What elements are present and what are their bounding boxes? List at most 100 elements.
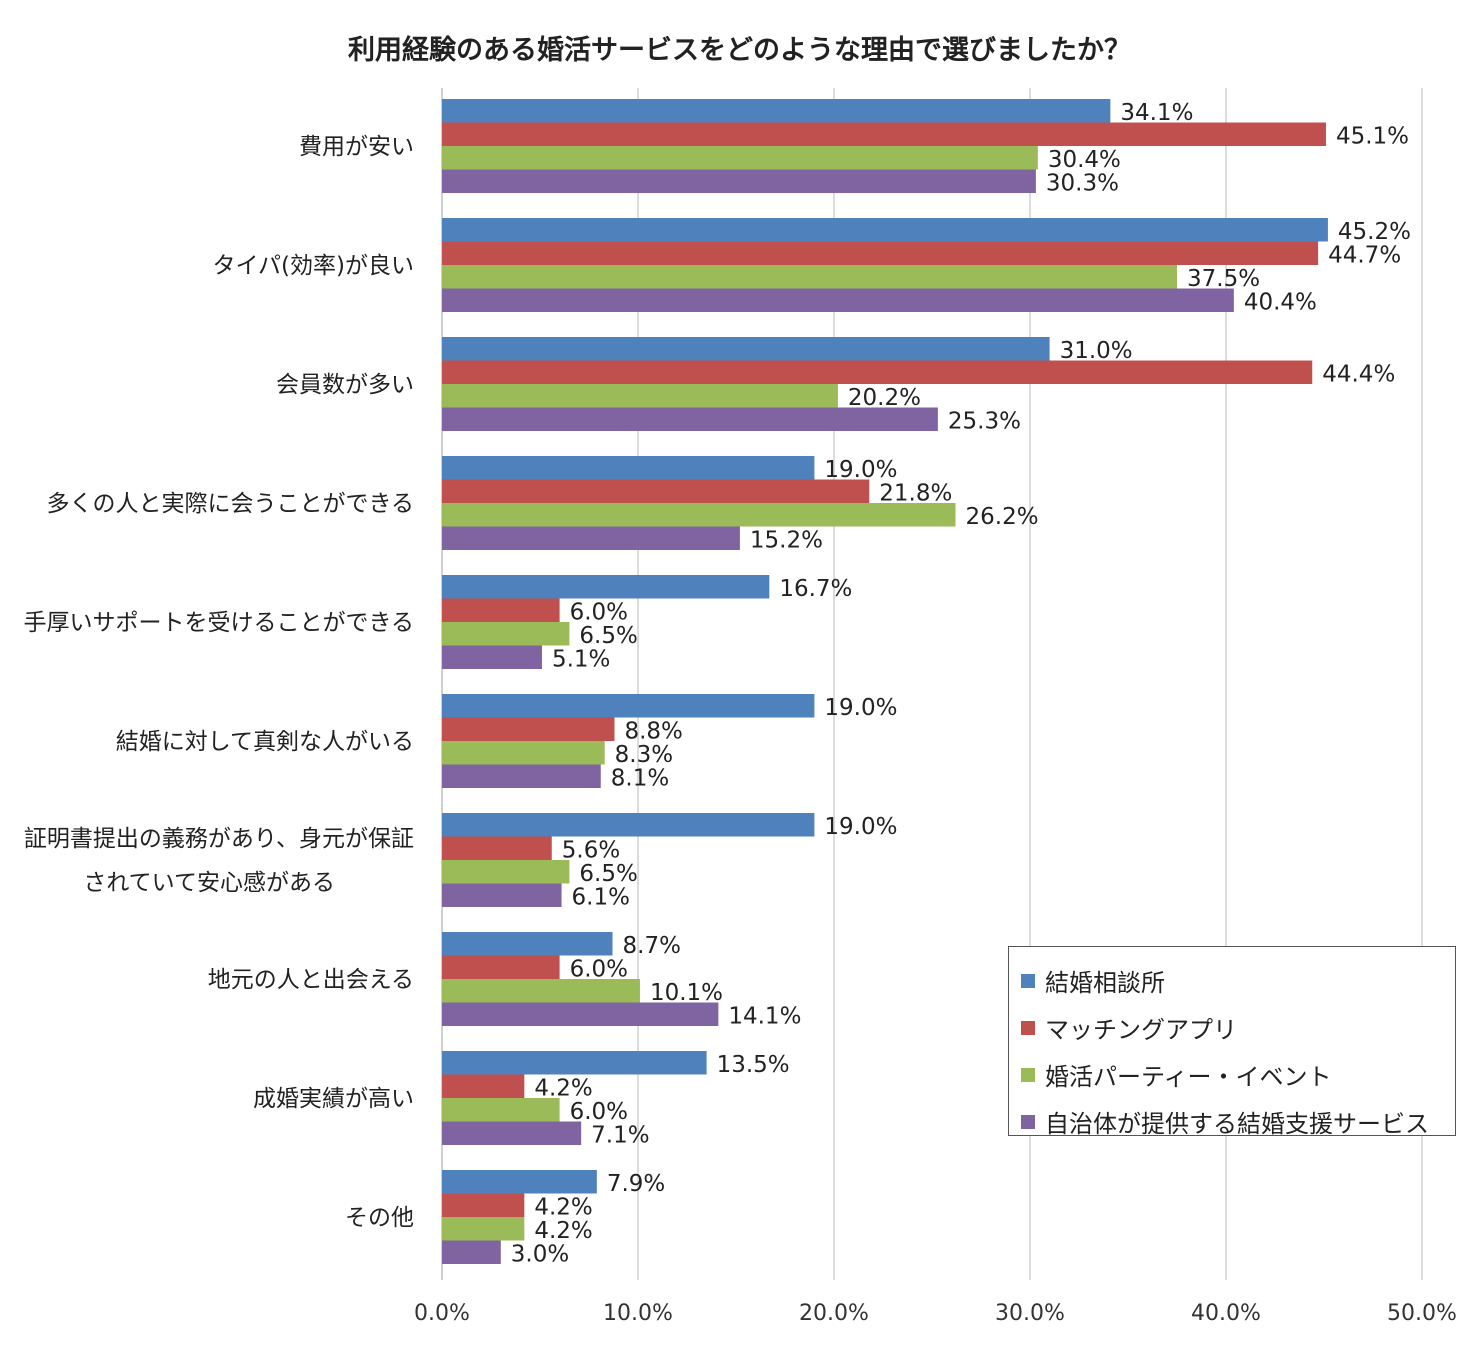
- x-tick-label: 0.0%: [414, 1301, 470, 1326]
- bar: [442, 932, 613, 956]
- bar-value-label: 26.2%: [966, 504, 1039, 530]
- bar: [442, 1051, 707, 1075]
- chart-title: 利用経験のある婚活サービスをどのような理由で選びましたか？: [348, 35, 1131, 66]
- bar: [442, 503, 956, 527]
- bar: [442, 1121, 582, 1145]
- bar: [442, 1074, 525, 1098]
- category-label: 多くの人と実際に会うことができる: [46, 491, 414, 517]
- bar: [442, 955, 560, 979]
- bar: [442, 1193, 525, 1217]
- bar: [442, 479, 870, 503]
- bar: [442, 146, 1038, 170]
- category-label: 手厚いサポートを受けることができる: [23, 610, 414, 636]
- bar: [442, 99, 1111, 123]
- bar-value-label: 34.1%: [1120, 100, 1193, 126]
- bar-value-label: 10.1%: [650, 980, 723, 1006]
- bar-value-label: 3.0%: [511, 1241, 569, 1267]
- bar-value-label: 6.0%: [570, 1099, 628, 1125]
- bar-value-label: 8.8%: [624, 718, 682, 744]
- bar-value-label: 4.2%: [534, 1218, 592, 1244]
- bar-value-label: 20.2%: [848, 385, 921, 411]
- bar: [442, 1098, 560, 1122]
- bar: [442, 1240, 501, 1264]
- bar-value-label: 7.9%: [607, 1171, 665, 1197]
- legend-item: マッチングアプリ: [1021, 1004, 1455, 1051]
- category-label: その他: [345, 1205, 414, 1231]
- legend-swatch: [1021, 1067, 1035, 1082]
- bar-value-label: 6.0%: [570, 956, 628, 982]
- bar-value-label: 14.1%: [728, 1003, 801, 1029]
- bar-value-label: 30.3%: [1046, 170, 1119, 196]
- bar-value-label: 8.3%: [615, 742, 673, 768]
- x-tick-label: 20.0%: [799, 1301, 869, 1326]
- bar: [442, 241, 1319, 265]
- bar: [442, 575, 770, 599]
- bar-value-label: 25.3%: [948, 408, 1021, 434]
- bar: [442, 1170, 597, 1194]
- bar-value-label: 16.7%: [779, 576, 852, 602]
- bar: [442, 1002, 719, 1026]
- bar-value-label: 19.0%: [824, 695, 897, 721]
- bar-value-label: 5.6%: [562, 837, 620, 863]
- legend-swatch: [1021, 973, 1035, 988]
- bar: [442, 622, 570, 646]
- x-tick-label: 10.0%: [603, 1301, 673, 1326]
- category-label: タイパ(効率)が良い: [213, 253, 415, 279]
- bar-value-label: 7.1%: [591, 1122, 649, 1148]
- bar: [442, 288, 1234, 312]
- bar-value-label: 19.0%: [824, 814, 897, 840]
- legend-swatch: [1021, 1114, 1035, 1129]
- bar: [442, 526, 740, 550]
- bar: [442, 741, 605, 765]
- bar: [442, 717, 615, 741]
- bar: [442, 218, 1328, 242]
- category-label: 会員数が多い: [276, 372, 414, 398]
- bar-value-label: 37.5%: [1187, 266, 1260, 292]
- bar-value-label: 44.4%: [1322, 361, 1395, 387]
- category-label: 地元の人と出会える: [208, 967, 414, 993]
- bar-value-label: 45.1%: [1336, 123, 1409, 149]
- bar-value-label: 31.0%: [1060, 338, 1133, 364]
- bar: [442, 122, 1326, 146]
- bar: [442, 764, 601, 788]
- legend-swatch: [1021, 1020, 1035, 1035]
- x-tick-label: 40.0%: [1191, 1301, 1261, 1326]
- legend-item: 自治体が提供する結婚支援サービス: [1021, 1098, 1455, 1145]
- bar-value-label: 15.2%: [750, 527, 823, 553]
- bar-value-label: 8.7%: [623, 933, 681, 959]
- x-tick-label: 50.0%: [1387, 1301, 1457, 1326]
- bar: [442, 384, 838, 408]
- bar-value-label: 6.0%: [570, 599, 628, 625]
- bar-value-label: 5.1%: [552, 646, 610, 672]
- legend-item: 結婚相談所: [1021, 957, 1455, 1004]
- legend-label: マッチングアプリ: [1045, 1016, 1237, 1044]
- bar: [442, 1217, 525, 1241]
- bar-value-label: 4.2%: [534, 1194, 592, 1220]
- bar-value-label: 6.5%: [579, 861, 637, 887]
- bar-value-label: 4.2%: [534, 1075, 592, 1101]
- bar: [442, 407, 938, 431]
- legend-label: 婚活パーティー・イベント: [1045, 1063, 1332, 1091]
- bar: [442, 598, 560, 622]
- bar: [442, 813, 815, 837]
- bar-value-label: 45.2%: [1338, 219, 1411, 245]
- bar: [442, 883, 562, 907]
- bar-value-label: 6.1%: [572, 884, 630, 910]
- bar: [442, 694, 815, 718]
- category-label: されていて安心感がある: [83, 870, 335, 896]
- bar: [442, 836, 552, 860]
- x-tick-label: 30.0%: [995, 1301, 1065, 1326]
- bar-value-label: 40.4%: [1244, 289, 1317, 315]
- category-label: 結婚に対して真剣な人がいる: [116, 729, 414, 755]
- bar: [442, 645, 542, 669]
- bar: [442, 979, 640, 1003]
- bar-value-label: 21.8%: [879, 480, 952, 506]
- category-label: 成婚実績が高い: [253, 1086, 414, 1112]
- bar-value-label: 44.7%: [1328, 242, 1401, 268]
- category-label: 証明書提出の義務があり、身元が保証: [24, 826, 414, 852]
- bar-value-label: 30.4%: [1048, 147, 1121, 173]
- legend-label: 結婚相談所: [1045, 969, 1165, 997]
- bar-value-label: 19.0%: [824, 457, 897, 483]
